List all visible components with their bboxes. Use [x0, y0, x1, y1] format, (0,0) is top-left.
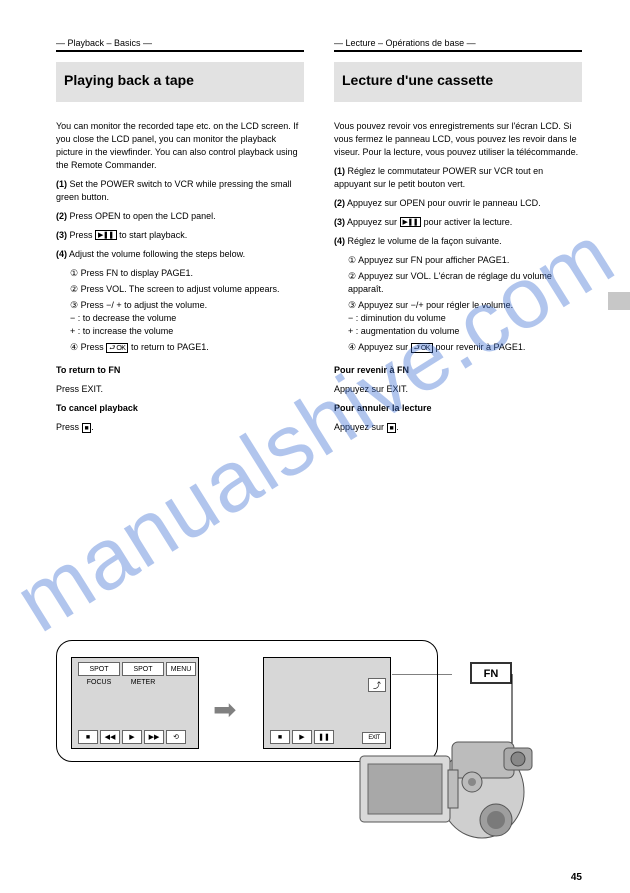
scr-btn: ⟲	[166, 730, 186, 744]
section-overline-right: — Lecture – Opérations de base —	[334, 38, 582, 48]
title-left: Playing back a tape	[64, 72, 296, 90]
arrow-icon: ➡	[213, 693, 236, 726]
scr-btn: ❚❚	[314, 730, 334, 744]
substep-4-right: ④ Appuyez sur ⮐ OK pour revenir à PAGE1.	[334, 341, 582, 354]
cancel-b-left: Press ■.	[56, 421, 304, 434]
step-2-text: Press OPEN to open the LCD panel.	[70, 211, 216, 221]
screen-left-top-row: SPOT FOCUS SPOT METER MENU	[78, 662, 196, 676]
left-column: — Playback – Basics — Playing back a tap…	[56, 38, 304, 440]
title-box-right: Lecture d'une cassette	[334, 62, 582, 102]
return-h-right: Pour revenir à FN	[334, 364, 582, 377]
step-4-left: (4) Adjust the volume following the step…	[56, 248, 304, 261]
step-4-text: Adjust the volume following the steps be…	[69, 249, 245, 259]
intro-right: Vous pouvez revoir vos enregistrements s…	[334, 120, 582, 159]
return-h-left: To return to FN	[56, 364, 304, 377]
title-box-left: Playing back a tape	[56, 62, 304, 102]
intro-left: You can monitor the recorded tape etc. o…	[56, 120, 304, 172]
return-b-left: Press EXIT.	[56, 383, 304, 396]
substep-3-left: ③ Press −/ + to adjust the volume. − : t…	[56, 299, 304, 338]
substep-3-right: ③ Appuyez sur −/+ pour régler le volume.…	[334, 299, 582, 338]
page-number: 45	[571, 872, 582, 883]
camcorder-illustration	[352, 712, 542, 852]
ok-icon-r: ⮐ OK	[411, 343, 433, 353]
screen-left: SPOT FOCUS SPOT METER MENU ■ ◀◀ ▶ ▶▶ ⟲	[71, 657, 199, 749]
right-column: — Lecture – Opérations de base — Lecture…	[334, 38, 582, 440]
substep-2-right: ② Appuyez sur VOL. L'écran de réglage du…	[334, 270, 582, 296]
return-b-right: Appuyez sur EXIT.	[334, 383, 582, 396]
hr-right	[334, 50, 582, 52]
title-right: Lecture d'une cassette	[342, 72, 574, 90]
section-overline-left: — Playback – Basics —	[56, 38, 304, 48]
step-1-left: (1) Set the POWER switch to VCR while pr…	[56, 178, 304, 204]
substep-4-left: ④ Press ⮐ OK to return to PAGE1.	[56, 341, 304, 354]
diagram: SPOT FOCUS SPOT METER MENU ■ ◀◀ ▶ ▶▶ ⟲ ➡…	[56, 640, 576, 850]
stop-icon: ■	[82, 423, 92, 433]
step-1-text: Set the POWER switch to VCR while pressi…	[56, 179, 292, 202]
play-pause-icon: ▶❚❚	[95, 230, 117, 240]
return-button-icon: ⤴	[368, 678, 386, 692]
scr-btn: ▶▶	[144, 730, 164, 744]
scr-btn: SPOT FOCUS	[78, 662, 120, 676]
substep-1-right: ① Appuyez sur FN pour afficher PAGE1.	[334, 254, 582, 267]
cancel-h-left: To cancel playback	[56, 402, 304, 415]
cancel-h-right: Pour annuler la lecture	[334, 402, 582, 415]
screen-right-bot-row: ■ ▶ ❚❚	[270, 730, 334, 744]
side-tab	[608, 292, 630, 310]
cancel-b-right: Appuyez sur ■.	[334, 421, 582, 434]
step-3-right: (3) Appuyez sur ▶❚❚ pour activer la lect…	[334, 216, 582, 229]
scr-btn: ■	[270, 730, 290, 744]
scr-btn: ■	[78, 730, 98, 744]
scr-btn: MENU	[166, 662, 196, 676]
hr-left	[56, 50, 304, 52]
step-2-left: (2) Press OPEN to open the LCD panel.	[56, 210, 304, 223]
play-pause-icon-r: ▶❚❚	[400, 217, 422, 227]
substep-1-left: ① Press FN to display PAGE1.	[56, 267, 304, 280]
ok-icon: ⮐ OK	[106, 343, 128, 353]
scr-btn: ▶	[122, 730, 142, 744]
scr-btn: ▶	[292, 730, 312, 744]
scr-btn: SPOT METER	[122, 662, 164, 676]
step-2-right: (2) Appuyez sur OPEN pour ouvrir le pann…	[334, 197, 582, 210]
step-1-right: (1) Réglez le commutateur POWER sur VCR …	[334, 165, 582, 191]
scr-btn: ◀◀	[100, 730, 120, 744]
screen-left-bot-row: ■ ◀◀ ▶ ▶▶ ⟲	[78, 730, 186, 744]
substep-2-left: ② Press VOL. The screen to adjust volume…	[56, 283, 304, 296]
step-4-right: (4) Réglez le volume de la façon suivant…	[334, 235, 582, 248]
step-3-text: Press ▶❚❚ to start playback.	[70, 230, 188, 240]
step-3-left: (3) Press ▶❚❚ to start playback.	[56, 229, 304, 242]
stop-icon-r: ■	[387, 423, 397, 433]
